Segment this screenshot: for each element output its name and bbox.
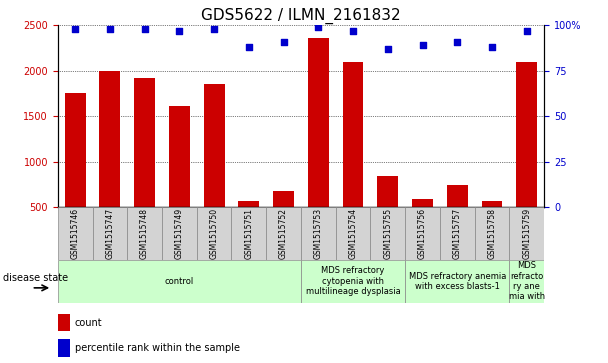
Text: MDS
refracto
ry ane
mia with: MDS refracto ry ane mia with	[509, 261, 545, 301]
Bar	[204, 85, 224, 252]
Point	[314, 24, 323, 30]
Bar	[232, 207, 266, 260]
Bar	[412, 199, 433, 252]
Point	[174, 28, 184, 34]
Bar	[134, 78, 155, 252]
Bar	[405, 207, 440, 260]
Bar	[100, 71, 120, 252]
Text: GSM1515747: GSM1515747	[105, 208, 114, 259]
Point	[278, 39, 288, 45]
Point	[244, 44, 254, 50]
Point	[209, 26, 219, 32]
Bar	[378, 176, 398, 252]
Bar	[475, 207, 510, 260]
Text: GSM1515750: GSM1515750	[210, 208, 219, 259]
Bar	[516, 62, 537, 252]
Point	[418, 42, 427, 48]
Text: GSM1515749: GSM1515749	[175, 208, 184, 259]
Text: GSM1515754: GSM1515754	[348, 208, 358, 259]
Bar	[510, 260, 544, 303]
Bar	[440, 207, 475, 260]
Bar	[64, 94, 86, 252]
Bar	[58, 260, 301, 303]
Point	[522, 28, 531, 34]
Text: GSM1515748: GSM1515748	[140, 208, 149, 259]
Text: GSM1515758: GSM1515758	[488, 208, 497, 259]
Text: control: control	[165, 277, 194, 286]
Text: GSM1515751: GSM1515751	[244, 208, 254, 259]
Bar	[301, 260, 405, 303]
Bar	[238, 200, 259, 252]
Bar	[162, 207, 197, 260]
Bar	[92, 207, 127, 260]
Bar	[301, 207, 336, 260]
Title: GDS5622 / ILMN_2161832: GDS5622 / ILMN_2161832	[201, 8, 401, 24]
Bar	[510, 207, 544, 260]
Bar	[58, 207, 92, 260]
Text: disease state: disease state	[3, 273, 68, 283]
Point	[383, 46, 393, 52]
Point	[140, 26, 150, 32]
Bar	[197, 207, 232, 260]
Point	[71, 26, 80, 32]
Text: GSM1515752: GSM1515752	[279, 208, 288, 259]
Text: MDS refractory
cytopenia with
multilineage dysplasia: MDS refractory cytopenia with multilinea…	[306, 266, 401, 296]
Bar	[127, 207, 162, 260]
Bar	[343, 62, 364, 252]
Text: GSM1515756: GSM1515756	[418, 208, 427, 259]
Bar	[405, 260, 510, 303]
Bar	[169, 106, 190, 252]
Bar	[308, 38, 329, 252]
Point	[452, 39, 462, 45]
Bar	[482, 201, 502, 252]
Point	[105, 26, 115, 32]
Bar	[447, 185, 468, 252]
Text: count: count	[75, 318, 102, 328]
Text: MDS refractory anemia
with excess blasts-1: MDS refractory anemia with excess blasts…	[409, 272, 506, 291]
Text: percentile rank within the sample: percentile rank within the sample	[75, 343, 240, 353]
Text: GSM1515755: GSM1515755	[383, 208, 392, 259]
Point	[348, 28, 358, 34]
Bar	[266, 207, 301, 260]
Bar	[58, 339, 70, 357]
Bar	[58, 314, 70, 331]
Text: GSM1515759: GSM1515759	[522, 208, 531, 259]
Bar	[336, 207, 370, 260]
Text: GSM1515757: GSM1515757	[453, 208, 462, 259]
Text: GSM1515753: GSM1515753	[314, 208, 323, 259]
Bar	[370, 207, 405, 260]
Point	[487, 44, 497, 50]
Text: GSM1515746: GSM1515746	[71, 208, 80, 259]
Bar	[273, 191, 294, 252]
